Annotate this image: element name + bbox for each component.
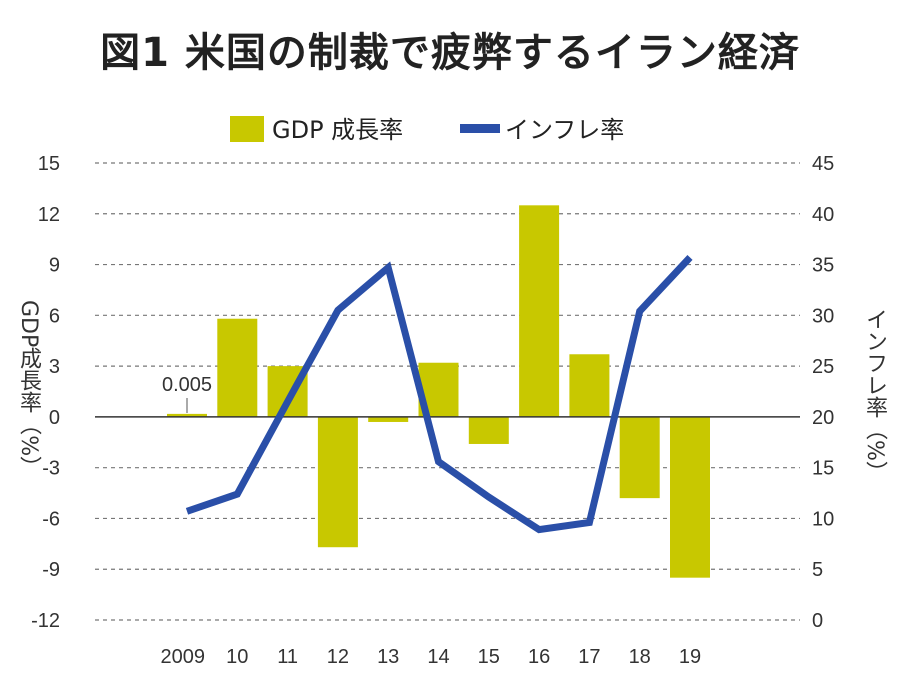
- x-tick-label: 15: [478, 646, 500, 668]
- x-tick-label: 2009: [161, 646, 206, 668]
- bar-10: [217, 318, 258, 417]
- y-tick-label: -6: [42, 508, 60, 530]
- bar-13: [368, 416, 409, 422]
- y-tick-label: 12: [38, 204, 60, 226]
- y-tick-label: 9: [49, 255, 60, 277]
- bar-15: [468, 416, 509, 444]
- x-tick-label: 19: [679, 646, 701, 668]
- bar-17: [569, 354, 610, 417]
- bar-19: [670, 416, 710, 578]
- bar-2009: [167, 413, 207, 417]
- y-tick-label: 3: [49, 356, 60, 378]
- annotation-label: 0.005: [162, 374, 212, 396]
- y2-tick-label: 20: [812, 407, 834, 429]
- bar-12: [317, 416, 358, 548]
- y-tick-label: 6: [49, 305, 60, 327]
- bar-16: [519, 205, 560, 417]
- x-tick-label: 16: [528, 646, 550, 668]
- y2-tick-label: 10: [812, 508, 834, 530]
- y-tick-label: -12: [31, 610, 60, 632]
- y2-tick-label: 35: [812, 255, 834, 277]
- x-tick-label: 18: [629, 646, 651, 668]
- y2-tick-label: 40: [812, 204, 834, 226]
- bar-18: [619, 416, 660, 499]
- y2-tick-label: 45: [812, 153, 834, 175]
- y-tick-label: -9: [42, 559, 60, 581]
- x-tick-label: 17: [578, 646, 600, 668]
- legend-swatch-gdp: [230, 116, 264, 142]
- y-axis-label: GDP成長率（%）: [16, 300, 41, 479]
- y2-tick-label: 15: [812, 458, 834, 480]
- legend-label-inflation: インフレ率: [505, 116, 624, 144]
- y2-axis-label: インフレ率（%）: [862, 308, 887, 483]
- x-tick-label: 12: [327, 646, 349, 668]
- x-tick-label: 11: [277, 646, 298, 668]
- x-tick-label: 10: [226, 646, 248, 668]
- y-tick-label: -3: [42, 458, 60, 480]
- y2-tick-label: 30: [812, 305, 834, 327]
- chart-title: 図1 米国の制裁で疲弊するイラン経済: [100, 30, 800, 76]
- legend-label-gdp: GDP 成長率: [272, 116, 403, 144]
- y-tick-label: 0: [49, 407, 60, 429]
- y2-tick-label: 25: [812, 356, 834, 378]
- y2-tick-label: 5: [812, 559, 823, 581]
- x-tick-label: 13: [377, 646, 399, 668]
- y-tick-label: 15: [38, 153, 60, 175]
- x-tick-label: 14: [427, 646, 449, 668]
- legend-swatch-inflation: [460, 124, 500, 133]
- y2-tick-label: 0: [812, 610, 823, 632]
